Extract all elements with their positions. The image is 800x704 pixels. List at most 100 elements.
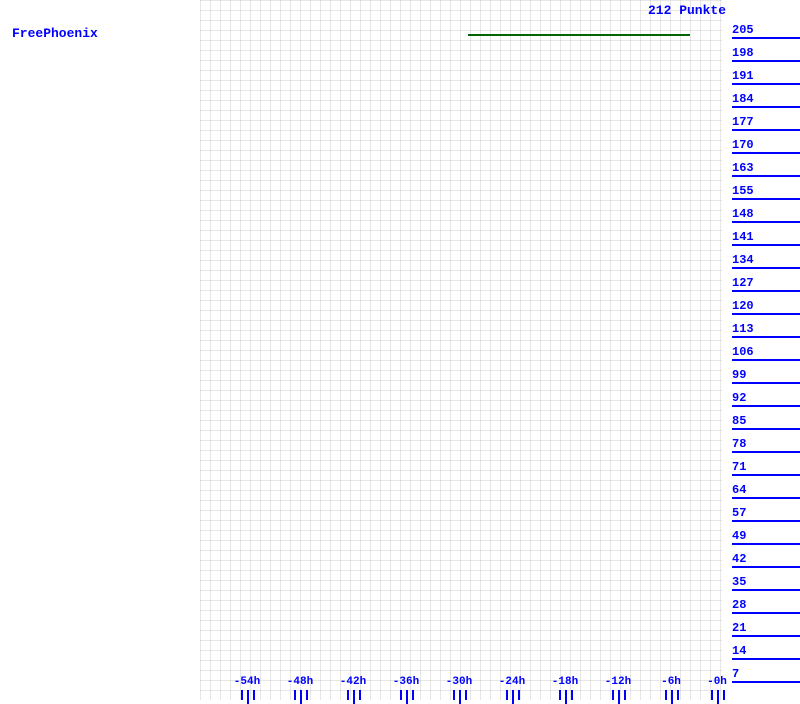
y-axis-label: 155: [732, 184, 754, 198]
y-tick: [732, 175, 800, 177]
y-axis-label: 106: [732, 345, 754, 359]
x-tick: [347, 690, 349, 700]
x-tick: [412, 690, 414, 700]
y-tick: [732, 336, 800, 338]
y-tick: [732, 37, 800, 39]
x-tick: [253, 690, 255, 700]
y-axis-label: 127: [732, 276, 754, 290]
y-axis-label: 14: [732, 644, 746, 658]
y-axis-label: 64: [732, 483, 746, 497]
y-axis-label: 205: [732, 23, 754, 37]
x-axis-label: -18h: [552, 676, 578, 688]
x-tick: [677, 690, 679, 700]
x-tick: [300, 690, 302, 704]
x-axis-label: -12h: [605, 676, 631, 688]
sidebar-label: FreePhoenix: [12, 26, 98, 41]
x-axis-label: -54h: [234, 676, 260, 688]
y-tick: [732, 428, 800, 430]
y-axis-label: 7: [732, 667, 739, 681]
x-axis-label: -48h: [287, 676, 313, 688]
y-tick: [732, 106, 800, 108]
x-axis-label: -42h: [340, 676, 366, 688]
y-tick: [732, 566, 800, 568]
x-tick: [612, 690, 614, 700]
y-axis-label: 71: [732, 460, 746, 474]
y-tick: [732, 60, 800, 62]
y-axis-label: 191: [732, 69, 754, 83]
y-tick: [732, 198, 800, 200]
y-axis-label: 57: [732, 506, 746, 520]
y-axis-label: 134: [732, 253, 754, 267]
y-axis-label: 21: [732, 621, 746, 635]
y-tick: [732, 290, 800, 292]
x-axis-label: -0h: [707, 676, 727, 688]
y-axis-label: 99: [732, 368, 746, 382]
y-axis-label: 35: [732, 575, 746, 589]
x-tick: [306, 690, 308, 700]
x-axis-label: -36h: [393, 676, 419, 688]
y-axis-label: 78: [732, 437, 746, 451]
y-tick: [732, 267, 800, 269]
y-axis-label: 198: [732, 46, 754, 60]
y-axis-label: 42: [732, 552, 746, 566]
x-tick: [665, 690, 667, 700]
y-tick: [732, 474, 800, 476]
x-tick: [353, 690, 355, 704]
x-tick: [359, 690, 361, 700]
y-tick: [732, 83, 800, 85]
y-tick: [732, 129, 800, 131]
x-tick: [465, 690, 467, 700]
y-axis-label: 170: [732, 138, 754, 152]
y-tick: [732, 313, 800, 315]
x-tick: [247, 690, 249, 704]
y-axis-label: 92: [732, 391, 746, 405]
x-tick: [559, 690, 561, 700]
y-axis-label: 85: [732, 414, 746, 428]
y-tick: [732, 359, 800, 361]
y-tick: [732, 244, 800, 246]
y-axis-label: 177: [732, 115, 754, 129]
x-tick: [624, 690, 626, 700]
y-tick: [732, 405, 800, 407]
y-tick: [732, 497, 800, 499]
x-tick: [717, 690, 719, 704]
y-axis-label: 141: [732, 230, 754, 244]
x-axis-label: -6h: [661, 676, 681, 688]
y-axis: 205 198 191 184 177 170 163 155 148 141 134 127 120 1…: [722, 0, 800, 700]
y-axis-label: 184: [732, 92, 754, 106]
x-tick: [294, 690, 296, 700]
y-axis-label: 120: [732, 299, 754, 313]
x-tick: [453, 690, 455, 700]
y-tick: [732, 635, 800, 637]
y-tick: [732, 589, 800, 591]
x-tick: [671, 690, 673, 704]
x-axis: -54h-48h-42h-36h-30h-24h-18h-12h-6h-0h: [200, 0, 722, 700]
x-tick: [723, 690, 725, 700]
y-tick: [732, 451, 800, 453]
x-tick: [506, 690, 508, 700]
x-tick: [565, 690, 567, 704]
y-axis-label: 163: [732, 161, 754, 175]
y-tick: [732, 520, 800, 522]
y-tick: [732, 658, 800, 660]
x-tick: [711, 690, 713, 700]
y-tick: [732, 681, 800, 683]
x-tick: [400, 690, 402, 700]
x-tick: [241, 690, 243, 700]
y-tick: [732, 543, 800, 545]
x-tick: [459, 690, 461, 704]
y-axis-label: 28: [732, 598, 746, 612]
y-axis-label: 148: [732, 207, 754, 221]
y-tick: [732, 382, 800, 384]
x-tick: [512, 690, 514, 704]
y-axis-label: 113: [732, 322, 754, 336]
x-tick: [406, 690, 408, 704]
x-axis-label: -24h: [499, 676, 525, 688]
x-tick: [518, 690, 520, 700]
y-tick: [732, 152, 800, 154]
x-tick: [618, 690, 620, 704]
y-axis-label: 49: [732, 529, 746, 543]
x-tick: [571, 690, 573, 700]
x-axis-label: -30h: [446, 676, 472, 688]
y-tick: [732, 612, 800, 614]
